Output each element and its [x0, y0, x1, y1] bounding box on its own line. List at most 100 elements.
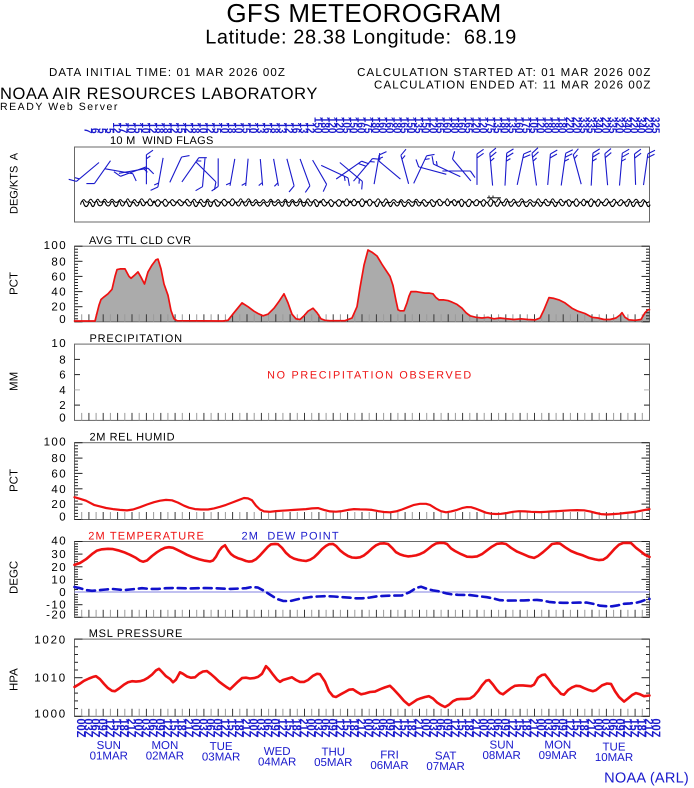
svg-text:18: 18	[268, 122, 280, 134]
svg-text:150: 150	[311, 117, 323, 134]
svg-text:15Z: 15Z	[397, 719, 410, 738]
svg-text:02MAR: 02MAR	[146, 750, 184, 762]
svg-text:100: 100	[44, 437, 67, 449]
svg-text:03Z: 03Z	[311, 719, 324, 738]
svg-text:21Z: 21Z	[297, 719, 310, 738]
svg-text:21Z: 21Z	[469, 719, 482, 738]
svg-text:06MAR: 06MAR	[370, 760, 408, 772]
svg-text:175: 175	[361, 117, 373, 134]
svg-text:8: 8	[59, 354, 67, 366]
svg-text:2: 2	[59, 400, 67, 412]
svg-text:10: 10	[51, 338, 67, 350]
svg-text:160: 160	[376, 117, 388, 134]
svg-text:150: 150	[419, 117, 431, 134]
svg-text:03Z: 03Z	[139, 719, 152, 738]
svg-text:THU: THU	[321, 746, 345, 758]
svg-text:18Z: 18Z	[404, 719, 417, 738]
svg-text:18: 18	[189, 122, 201, 134]
svg-text:0: 0	[59, 512, 67, 524]
svg-text:10: 10	[232, 122, 244, 134]
svg-text:335: 335	[584, 117, 596, 134]
svg-text:12: 12	[110, 122, 122, 134]
svg-text:135: 135	[491, 117, 503, 134]
svg-text:18Z: 18Z	[634, 719, 647, 738]
svg-text:06Z: 06Z	[376, 719, 389, 738]
svg-text:09Z: 09Z	[325, 719, 338, 738]
svg-text:40: 40	[51, 484, 67, 496]
svg-text:03Z: 03Z	[196, 719, 209, 738]
svg-text:15: 15	[210, 122, 222, 134]
svg-text:340: 340	[591, 117, 603, 134]
svg-text:20: 20	[51, 302, 67, 314]
svg-text:15Z: 15Z	[455, 719, 468, 738]
svg-text:CALCULATION ENDED AT: 11 MAR 2: CALCULATION ENDED AT: 11 MAR 2026 00Z	[374, 80, 651, 92]
svg-text:06Z: 06Z	[433, 719, 446, 738]
svg-text:1010: 1010	[34, 673, 67, 685]
svg-text:09MAR: 09MAR	[539, 750, 577, 762]
svg-text:135: 135	[412, 117, 424, 134]
svg-text:03Z: 03Z	[484, 719, 497, 738]
svg-text:135: 135	[505, 117, 517, 134]
svg-text:GFS METEOROGRAM: GFS METEOROGRAM	[226, 0, 501, 28]
svg-text:18: 18	[160, 122, 172, 134]
svg-text:325: 325	[649, 117, 661, 134]
svg-text:160: 160	[455, 117, 467, 134]
svg-text:-20: -20	[46, 610, 67, 622]
svg-text:180: 180	[541, 117, 553, 134]
svg-text:12Z: 12Z	[563, 719, 576, 738]
svg-text:12: 12	[203, 122, 215, 134]
svg-text:12: 12	[182, 122, 194, 134]
svg-text:06Z: 06Z	[261, 719, 274, 738]
svg-text:6: 6	[88, 128, 100, 134]
svg-text:12: 12	[167, 122, 179, 134]
svg-text:SUN: SUN	[490, 739, 514, 751]
svg-text:165: 165	[397, 117, 409, 134]
svg-text:12Z: 12Z	[620, 719, 633, 738]
svg-text:06Z: 06Z	[203, 719, 216, 738]
svg-text:175: 175	[519, 117, 531, 134]
svg-text:40: 40	[51, 287, 67, 299]
svg-text:08MAR: 08MAR	[483, 750, 521, 762]
svg-text:80: 80	[51, 256, 67, 268]
svg-text:21Z: 21Z	[584, 719, 597, 738]
svg-text:180: 180	[555, 117, 567, 134]
svg-text:160: 160	[354, 117, 366, 134]
svg-text:12Z: 12Z	[160, 719, 173, 738]
svg-text:10MAR: 10MAR	[595, 752, 633, 764]
svg-text:335: 335	[577, 117, 589, 134]
svg-text:09Z: 09Z	[383, 719, 396, 738]
svg-text:80: 80	[51, 453, 67, 465]
svg-text:160: 160	[512, 117, 524, 134]
svg-text:09Z: 09Z	[95, 719, 108, 738]
svg-text:TUE: TUE	[603, 741, 626, 753]
svg-text:21Z: 21Z	[354, 719, 367, 738]
svg-text:21Z: 21Z	[412, 719, 425, 738]
svg-text:20: 20	[51, 562, 67, 574]
svg-text:180: 180	[368, 117, 380, 134]
svg-text:SUN: SUN	[97, 740, 121, 752]
svg-text:2M REL HUMID: 2M REL HUMID	[90, 432, 176, 444]
svg-text:220: 220	[563, 117, 575, 134]
svg-text:2M DEW POINT: 2M DEW POINT	[242, 531, 340, 543]
svg-text:180: 180	[390, 117, 402, 134]
svg-text:16: 16	[261, 122, 273, 134]
svg-text:00Z: 00Z	[649, 719, 662, 738]
svg-text:6: 6	[59, 370, 67, 382]
svg-text:120: 120	[426, 117, 438, 134]
svg-text:03Z: 03Z	[369, 719, 382, 738]
svg-text:180: 180	[498, 117, 510, 134]
svg-text:180: 180	[448, 117, 460, 134]
svg-text:40: 40	[51, 536, 67, 548]
svg-text:12Z: 12Z	[333, 719, 346, 738]
svg-text:12: 12	[304, 122, 316, 134]
svg-text:09Z: 09Z	[440, 719, 453, 738]
svg-text:160: 160	[383, 117, 395, 134]
svg-text:03Z: 03Z	[541, 719, 554, 738]
svg-text:09Z: 09Z	[498, 719, 511, 738]
svg-text:18Z: 18Z	[232, 719, 245, 738]
svg-text:2M TEMPERATURE: 2M TEMPERATURE	[88, 531, 205, 543]
svg-text:30: 30	[51, 549, 67, 561]
svg-text:10: 10	[138, 122, 150, 134]
svg-text:120: 120	[325, 117, 337, 134]
svg-text:21Z: 21Z	[239, 719, 252, 738]
